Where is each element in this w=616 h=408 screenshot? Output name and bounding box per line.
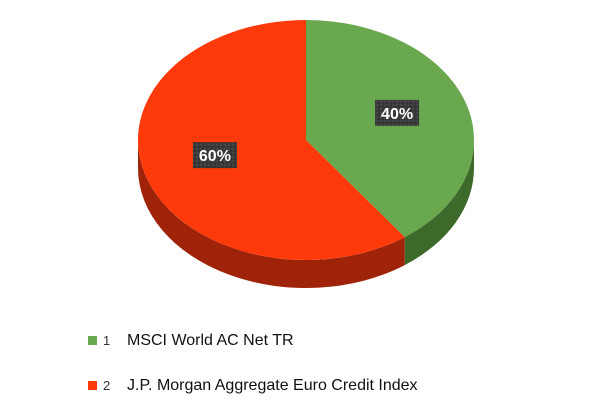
pie-slice: [138, 20, 405, 260]
pie-chart: 40% 60%: [138, 20, 475, 288]
legend-item: 1 MSCI World AC Net TR: [88, 318, 418, 363]
legend-label: MSCI World AC Net TR: [127, 331, 294, 349]
data-label: 40%: [375, 99, 420, 126]
legend-index: 1: [103, 333, 111, 348]
legend-label: J.P. Morgan Aggregate Euro Credit Index: [127, 376, 418, 394]
data-label-text: 60%: [199, 148, 231, 165]
pie-slice-side: [138, 140, 405, 288]
pie-tops: [138, 20, 475, 260]
pie-labels: 40% 60%: [192, 99, 420, 169]
pie-slice: [306, 20, 475, 238]
pie-slice-side: [404, 140, 474, 266]
legend-swatch: [88, 336, 97, 345]
legend-index: 2: [103, 378, 111, 393]
data-label: 60%: [192, 142, 237, 169]
legend: 1 MSCI World AC Net TR 2 J.P. Morgan Agg…: [88, 318, 418, 408]
data-label-text: 40%: [381, 106, 413, 123]
legend-item: 2 J.P. Morgan Aggregate Euro Credit Inde…: [88, 363, 418, 408]
legend-swatch: [88, 381, 97, 390]
pie-sides: [138, 140, 474, 288]
data-label-box: [192, 142, 237, 169]
data-label-box: [375, 99, 420, 126]
